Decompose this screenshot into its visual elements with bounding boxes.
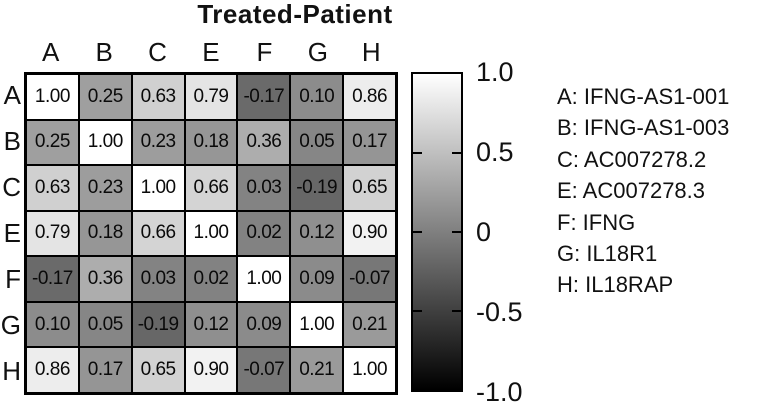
col-header-H: H <box>361 37 381 67</box>
heatmap-cell-GH: 0.21 <box>343 301 396 348</box>
heatmap-cell-CH: 0.65 <box>343 165 396 211</box>
legend: A: IFNG-AS1-001 B: IFNG-AS1-003 C: AC00727… <box>557 81 757 301</box>
heatmap-cell-FF: 1.00 <box>237 256 291 302</box>
colorbar-tick-left <box>413 310 422 312</box>
heatmap-cell-AG: 0.10 <box>290 74 344 120</box>
heatmap-cell-CG: -0.19 <box>290 165 344 211</box>
col-header-C: C <box>148 37 167 67</box>
colorbar-tick-right <box>452 152 461 154</box>
heatmap-cell-BA: 0.25 <box>26 119 79 166</box>
heatmap-cell-BF: 0.36 <box>237 119 291 166</box>
heatmap-cell-AC: 0.63 <box>131 74 185 120</box>
heatmap-cell-HA: 0.86 <box>26 347 79 393</box>
heatmap-cell-CA: 0.63 <box>26 165 79 211</box>
colorbar-label--0.5: -0.5 <box>476 297 523 327</box>
col-header-G: G <box>307 37 328 67</box>
legend-item-E: E: AC007278.3 <box>557 178 706 204</box>
heatmap-cell-AA: 1.00 <box>26 74 79 120</box>
heatmap-cell-HC: 0.65 <box>131 347 185 393</box>
row-label-A: A <box>3 79 21 110</box>
row-label-E: E <box>3 217 21 248</box>
heatmap-cell-FB: 0.36 <box>78 256 132 302</box>
heatmap-cell-BC: 0.23 <box>131 119 185 166</box>
heatmap-cell-FC: 0.03 <box>131 256 185 302</box>
heatmap-cell-HG: 0.21 <box>290 347 344 393</box>
heatmap-cell-FA: -0.17 <box>26 256 79 302</box>
colorbar-tick-left <box>413 152 422 154</box>
colorbar-tick-left <box>413 231 422 233</box>
heatmap-cell-CC: 1.00 <box>131 165 185 211</box>
colorbar-label--1.0: -1.0 <box>476 377 523 404</box>
heatmap-cell-FE: 0.02 <box>184 256 238 302</box>
heatmap-cell-AF: -0.17 <box>237 74 291 120</box>
heatmap-cell-BH: 0.17 <box>343 119 396 166</box>
col-header-E: E <box>202 37 220 67</box>
colorbar <box>411 72 463 392</box>
colorbar-tick-right <box>452 231 461 233</box>
colorbar-tick-right <box>452 310 461 312</box>
heatmap-cell-CB: 0.23 <box>78 165 132 211</box>
heatmap-cell-AH: 0.86 <box>343 74 396 120</box>
heatmap-cell-CE: 0.66 <box>184 165 238 211</box>
colorbar-label-0: 0 <box>476 217 492 247</box>
heatmap-cell-GE: 0.12 <box>184 301 238 348</box>
col-header-A: A <box>42 37 60 67</box>
row-label-B: B <box>3 125 21 156</box>
colorbar-label-1.0: 1.0 <box>476 57 514 87</box>
heatmap-cell-HH: 1.00 <box>343 347 396 393</box>
heatmap-cell-FG: 0.09 <box>290 256 344 302</box>
heatmap-cell-EE: 1.00 <box>184 210 238 257</box>
row-label-G: G <box>0 310 21 341</box>
heatmap-cell-BB: 1.00 <box>78 119 132 166</box>
heatmap-cell-GB: 0.05 <box>78 301 132 348</box>
legend-item-H: H: IL18RAP <box>557 272 674 298</box>
heatmap-cell-CF: 0.03 <box>237 165 291 211</box>
heatmap-cell-GC: -0.19 <box>131 301 185 348</box>
row-label-H: H <box>2 356 21 387</box>
heatmap-cell-EB: 0.18 <box>78 210 132 257</box>
colorbar-label-0.5: 0.5 <box>476 137 514 167</box>
legend-item-B: B: IFNG-AS1-003 <box>557 115 730 141</box>
heatmap-cell-FH: -0.07 <box>343 256 396 302</box>
legend-item-G: G: IL18R1 <box>557 241 658 267</box>
heatmap-cell-EH: 0.90 <box>343 210 396 257</box>
col-header-B: B <box>95 37 113 67</box>
heatmap-cell-EG: 0.12 <box>290 210 344 257</box>
legend-item-C: C: AC007278.2 <box>557 146 707 172</box>
heatmap-cell-AE: 0.79 <box>184 74 238 120</box>
heatmap-cell-GF: 0.09 <box>237 301 291 348</box>
heatmap-cell-GG: 1.00 <box>290 301 344 348</box>
heatmap-cell-HF: -0.07 <box>237 347 291 393</box>
heatmap-cell-EF: 0.02 <box>237 210 291 257</box>
heatmap-cell-GA: 0.10 <box>26 301 79 348</box>
heatmap-cell-EC: 0.66 <box>131 210 185 257</box>
row-label-C: C <box>2 171 21 202</box>
col-header-F: F <box>256 37 273 67</box>
chart-title: Treated-Patient <box>197 0 393 29</box>
heatmap-cell-HE: 0.90 <box>184 347 238 393</box>
legend-item-F: F: IFNG <box>557 209 636 235</box>
heatmap-cell-AB: 0.25 <box>78 74 132 120</box>
row-label-F: F <box>5 264 21 295</box>
heatmap-cell-BG: 0.05 <box>290 119 344 166</box>
heatmap-cell-HB: 0.17 <box>78 347 132 393</box>
heatmap-grid: 1.00 0.25 0.63 0.79 -0.17 0.10 0.86 0.25 1.00 0.2… <box>24 72 398 395</box>
heatmap-cell-BE: 0.18 <box>184 119 238 166</box>
legend-item-A: A: IFNG-AS1-001 <box>557 84 730 109</box>
heatmap-cell-EA: 0.79 <box>26 210 79 257</box>
